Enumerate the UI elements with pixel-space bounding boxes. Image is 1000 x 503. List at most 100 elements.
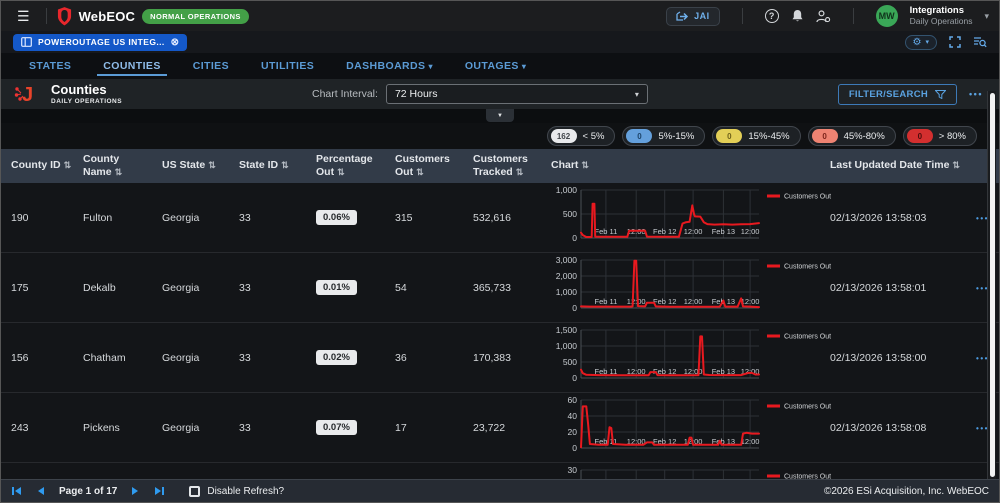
next-page-button[interactable] xyxy=(131,486,140,496)
county-name-cell: Fulton xyxy=(79,212,158,224)
page-title: Counties xyxy=(51,83,122,97)
us-state-cell: Georgia xyxy=(158,422,235,434)
column-header[interactable]: County ID⇅ xyxy=(1,159,79,172)
notifications-bell-icon[interactable] xyxy=(791,9,804,23)
help-icon[interactable]: ? xyxy=(765,9,779,23)
column-header[interactable]: Percentage Out⇅ xyxy=(312,153,391,179)
user-menu-chevron-icon[interactable]: ▾ xyxy=(984,11,989,22)
hamburger-menu-icon[interactable]: ☰ xyxy=(11,8,36,25)
state-id-cell: 33 xyxy=(235,422,312,434)
county-id-cell: 243 xyxy=(1,422,79,434)
sort-icon[interactable]: ⇅ xyxy=(581,160,589,170)
svg-text:60: 60 xyxy=(568,395,578,405)
vertical-scrollbar-thumb[interactable] xyxy=(990,93,995,477)
county-name-cell: Chatham xyxy=(79,352,158,364)
county-id-cell: 190 xyxy=(1,212,79,224)
user-subtitle: Daily Operations xyxy=(910,17,973,27)
percentage-out-badge: 0.06% xyxy=(316,210,357,225)
jai-label: JAI xyxy=(694,11,710,21)
last-updated-cell: 02/13/2026 13:58:01 xyxy=(826,282,966,294)
county-name-cell: Pickens xyxy=(79,422,158,434)
sort-icon[interactable]: ⇅ xyxy=(281,160,289,170)
legend-count-badge: 0 xyxy=(812,129,838,143)
jai-assistant-button[interactable]: JAI xyxy=(666,7,720,26)
user-management-icon[interactable] xyxy=(816,10,831,23)
state-id-cell: 33 xyxy=(235,352,312,364)
column-header[interactable]: US State⇅ xyxy=(158,159,235,172)
legend-count-badge: 0 xyxy=(626,129,652,143)
collapse-header-button[interactable]: ▼ xyxy=(486,109,514,122)
svg-text:1,000: 1,000 xyxy=(556,287,578,297)
legend-pill-2[interactable]: 015%-45% xyxy=(712,126,800,146)
sort-icon[interactable]: ⇅ xyxy=(516,167,524,177)
customers-out-cell: 315 xyxy=(391,212,469,224)
column-header[interactable]: Chart⇅ xyxy=(547,159,826,172)
svg-text:Feb 12: Feb 12 xyxy=(653,297,676,306)
svg-text:2,000: 2,000 xyxy=(556,271,578,281)
last-page-button[interactable] xyxy=(154,486,165,496)
svg-text:30: 30 xyxy=(568,465,578,475)
legend-range-label: 15%-45% xyxy=(748,131,789,142)
last-updated-cell: 02/13/2026 13:58:08 xyxy=(826,422,966,434)
column-header[interactable]: Customers Tracked⇅ xyxy=(469,153,547,179)
sort-icon[interactable]: ⇅ xyxy=(208,160,216,170)
user-info[interactable]: Integrations Daily Operations xyxy=(910,6,973,27)
user-avatar[interactable]: MW xyxy=(876,5,898,27)
column-header-label: State ID xyxy=(239,159,278,171)
svg-text:500: 500 xyxy=(563,209,577,219)
column-header-label: Chart xyxy=(551,159,578,171)
sort-icon[interactable]: ⇅ xyxy=(64,160,72,170)
nav-tab-utilities[interactable]: UTILITIES xyxy=(247,55,328,79)
column-header[interactable]: County Name⇅ xyxy=(79,153,158,179)
nav-tab-counties[interactable]: COUNTIES xyxy=(89,55,174,79)
column-header[interactable]: State ID⇅ xyxy=(235,159,312,172)
divider xyxy=(742,8,743,24)
nav-tab-dashboards[interactable]: DASHBOARDS▾ xyxy=(332,55,447,79)
page-indicator: Page 1 of 17 xyxy=(59,486,117,497)
disable-refresh-checkbox[interactable] xyxy=(189,486,200,497)
legend-pill-3[interactable]: 0 45%-80% xyxy=(808,126,896,146)
sort-icon[interactable]: ⇅ xyxy=(115,167,123,177)
svg-text:Feb 13: Feb 13 xyxy=(712,227,735,236)
board-tab-poweroutage[interactable]: POWEROUTAGE US INTEG... ⊗ xyxy=(13,34,187,51)
disable-refresh-toggle[interactable]: Disable Refresh? xyxy=(189,486,284,497)
column-header[interactable]: Customers Out⇅ xyxy=(391,153,469,179)
column-header[interactable]: Last Updated Date Time⇅ xyxy=(826,159,966,172)
svg-text:12:00: 12:00 xyxy=(684,297,703,306)
customers-tracked-cell: 23,722 xyxy=(469,422,547,434)
legend-pill-4[interactable]: 0> 80% xyxy=(903,126,977,146)
settings-gear-dropdown[interactable]: ⚙ ▾ xyxy=(905,35,937,50)
sort-icon[interactable]: ⇅ xyxy=(337,167,345,177)
svg-text:1,500: 1,500 xyxy=(556,325,578,335)
nav-tab-label: DASHBOARDS xyxy=(346,60,425,72)
legend-pill-1[interactable]: 05%-15% xyxy=(622,126,705,146)
legend-range-label: > 80% xyxy=(939,131,966,142)
sort-icon[interactable]: ⇅ xyxy=(416,167,424,177)
nav-tab-outages[interactable]: OUTAGES▾ xyxy=(451,55,540,79)
chart-cell: 05001,000Feb 1112:00Feb 1212:00Feb 1312:… xyxy=(547,183,826,252)
chart-interval-select[interactable]: 72 Hours ▾ xyxy=(386,84,648,104)
webeoc-logo-icon xyxy=(57,7,72,26)
board-header: J Counties DAILY OPERATIONS Chart Interv… xyxy=(1,79,999,109)
search-records-icon[interactable] xyxy=(973,36,987,48)
header-collapse-strip: ▼ xyxy=(1,109,999,123)
svg-text:Customers Out: Customers Out xyxy=(784,264,831,271)
table-row: 175DekalbGeorgia330.01%54365,73301,0002,… xyxy=(1,253,999,323)
prev-page-button[interactable] xyxy=(36,486,45,496)
svg-text:J: J xyxy=(22,84,33,106)
board-tab-close-icon[interactable]: ⊗ xyxy=(171,37,180,48)
status-badge: NORMAL OPERATIONS xyxy=(142,9,249,24)
fullscreen-icon[interactable] xyxy=(949,36,961,48)
svg-text:0: 0 xyxy=(572,443,577,453)
nav-tab-states[interactable]: STATES xyxy=(15,55,85,79)
svg-text:Feb 12: Feb 12 xyxy=(653,227,676,236)
filter-search-button[interactable]: FILTER/SEARCH xyxy=(838,84,957,105)
legend-pill-0[interactable]: 162< 5% xyxy=(547,126,616,146)
legend-range-label: 45%-80% xyxy=(844,131,885,142)
sort-icon[interactable]: ⇅ xyxy=(952,160,960,170)
first-page-button[interactable] xyxy=(11,486,22,496)
top-bar-actions: JAI ? MW Integrations Daily Operations ▾ xyxy=(666,5,989,27)
nav-tab-cities[interactable]: CITIES xyxy=(179,55,243,79)
board-more-menu-icon[interactable]: ••• xyxy=(965,89,987,99)
vertical-scrollbar-track[interactable] xyxy=(987,91,996,479)
